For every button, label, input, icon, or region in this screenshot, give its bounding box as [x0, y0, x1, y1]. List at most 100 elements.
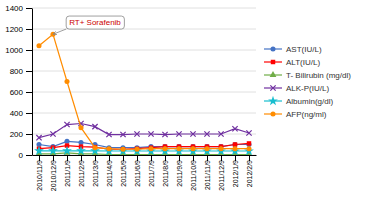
x-tick-label: 2011/12/9: [218, 160, 225, 191]
series-points: [36, 32, 251, 152]
y-tick-label: 200: [10, 130, 24, 139]
grid-line: [32, 50, 256, 51]
legend-label: ALK-P(IU/L): [286, 84, 329, 93]
x-tick-label: 2011/11/9: [204, 160, 211, 190]
x-tick: 2011/6/9: [134, 155, 141, 187]
y-tick-label: 1400: [5, 4, 23, 13]
point: [162, 146, 167, 151]
x-tick-label: 2011/10/9: [190, 160, 197, 191]
point: [64, 122, 69, 127]
legend-item: Albumin(g/dl): [264, 96, 333, 106]
x-axis: 2010/11/92010/12/92011/1/92011/2/92011/3…: [33, 155, 257, 191]
x-tick-label: 2010/12/9: [50, 160, 57, 191]
point: [204, 131, 209, 136]
point: [78, 140, 83, 145]
legend-label: T- Bilirubin (mg/dl): [286, 71, 351, 80]
x-tick-label: 2011/4/9: [106, 160, 113, 187]
point: [230, 146, 240, 155]
point: [232, 126, 237, 131]
point: [92, 145, 97, 150]
point: [244, 146, 254, 155]
plot: 02004006008001000120014002010/11/92010/1…: [5, 4, 256, 191]
x-tick: 2011/8/9: [162, 155, 169, 187]
point: [64, 139, 69, 144]
point: [176, 146, 181, 151]
legend-symbol: [268, 96, 278, 105]
annotation: RT+ Sorafenib: [53, 16, 124, 34]
legend-symbol: [270, 71, 277, 77]
y-tick-mark: [26, 134, 32, 135]
y-tick: 1400: [5, 4, 32, 13]
point: [148, 146, 153, 151]
x-tick: 2011/10/9: [190, 155, 197, 191]
legend-item: T- Bilirubin (mg/dl): [264, 71, 351, 80]
grid: [32, 8, 256, 155]
chart: 02004006008001000120014002010/11/92010/1…: [0, 0, 368, 197]
y-tick: 0: [19, 151, 32, 160]
x-tick: 2011/7/9: [148, 155, 155, 187]
x-tick: 2012/1/9: [232, 155, 239, 187]
x-tick-label: 2011/3/9: [92, 160, 99, 187]
legend-symbol: [270, 46, 275, 51]
y-tick: 600: [10, 88, 32, 97]
y-tick-label: 600: [10, 88, 24, 97]
grid-line: [32, 71, 256, 72]
point: [176, 131, 181, 136]
series-line: [39, 34, 249, 149]
legend-item: ALT(IU/L): [264, 58, 320, 67]
point: [78, 125, 83, 130]
point: [50, 131, 55, 136]
point: [162, 132, 167, 137]
point: [106, 132, 111, 137]
legend: AST(IU/L) ALT(IU/L) T- Bilirubin (mg/dl) AL…: [264, 45, 351, 119]
x-tick-label: 2011/1/9: [64, 160, 71, 187]
point: [204, 146, 209, 151]
series-points: [34, 146, 254, 155]
legend-item: AFP(ng/ml): [264, 110, 327, 119]
x-tick: 2011/4/9: [106, 155, 113, 187]
point: [160, 146, 170, 155]
point: [134, 147, 139, 152]
series-line: [39, 124, 249, 138]
point: [190, 131, 195, 136]
point: [62, 146, 72, 155]
point: [36, 43, 41, 48]
x-tick: 2012/2/9: [246, 155, 253, 187]
y-tick: 200: [10, 130, 32, 139]
y-tick: 1000: [5, 46, 32, 55]
y-tick-mark: [26, 50, 32, 51]
legend-label: Albumin(g/dl): [286, 97, 333, 106]
x-tick-label: 2011/6/9: [134, 160, 141, 187]
point: [146, 146, 156, 155]
y-axis: 0200400600800100012001400: [5, 4, 32, 160]
legend-item: AST(IU/L): [264, 45, 322, 54]
x-tick: 2011/5/9: [120, 155, 127, 187]
point: [218, 146, 223, 151]
grid-line: [32, 113, 256, 114]
x-tick: 2011/11/9: [204, 155, 211, 190]
legend-symbol: [271, 60, 275, 64]
annotation-text: RT+ Sorafenib: [69, 18, 121, 27]
y-tick-mark: [26, 92, 32, 93]
x-tick: 2011/9/9: [176, 155, 183, 187]
series-line: [39, 153, 249, 155]
y-tick: 400: [10, 109, 32, 118]
point: [247, 141, 251, 145]
point: [118, 146, 128, 155]
y-tick-mark: [26, 8, 32, 9]
series-points: [36, 121, 251, 140]
x-tick: 2011/12/9: [218, 155, 225, 191]
y-tick-label: 0: [19, 151, 24, 160]
x-tick-label: 2012/2/9: [246, 160, 253, 187]
point: [90, 146, 100, 155]
y-tick-label: 800: [10, 67, 24, 76]
x-tick: 2010/12/9: [50, 155, 57, 191]
point: [246, 130, 251, 135]
point: [121, 147, 125, 151]
point: [190, 146, 195, 151]
y-tick-mark: [26, 113, 32, 114]
point: [120, 132, 125, 137]
point: [48, 146, 58, 155]
legend-symbol: [270, 111, 275, 116]
x-axis-line: [33, 155, 257, 156]
